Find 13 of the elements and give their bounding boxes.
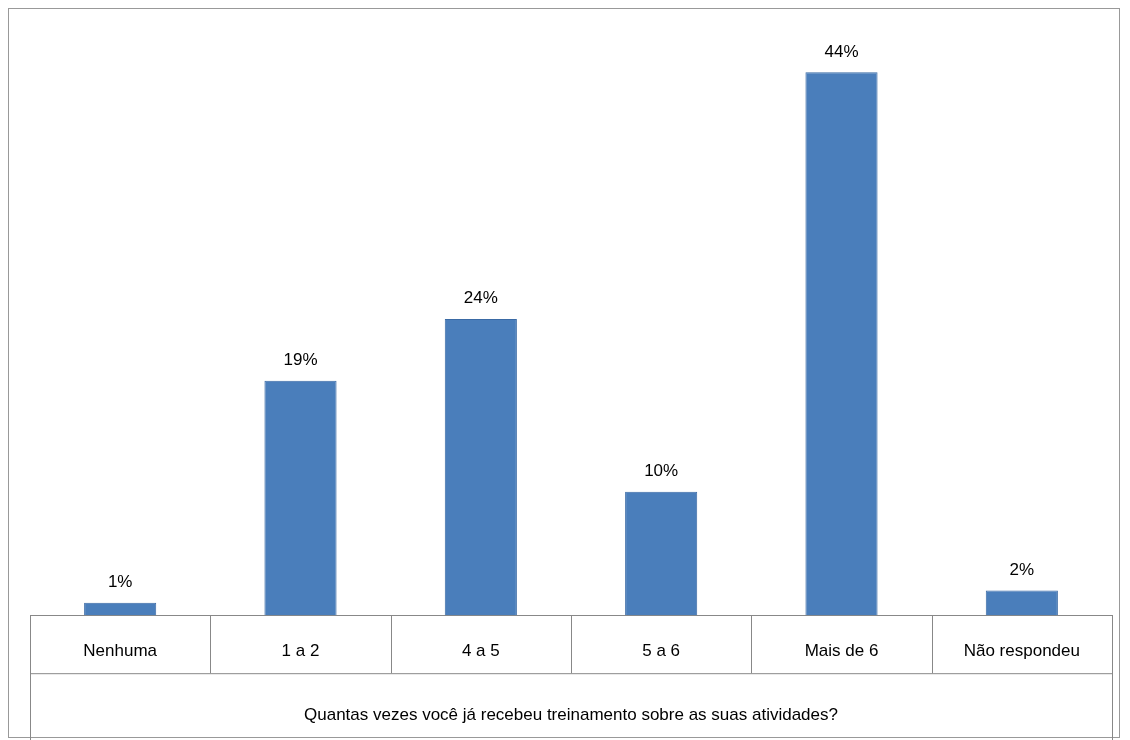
data-label: 10% bbox=[644, 461, 679, 481]
data-label: 44% bbox=[824, 41, 859, 61]
data-label: 1% bbox=[107, 572, 133, 592]
x-tick-label: Mais de 6 bbox=[804, 641, 879, 661]
data-label: 2% bbox=[1009, 559, 1035, 579]
data-label: 24% bbox=[463, 288, 498, 308]
x-tick-label: 1 a 2 bbox=[281, 641, 320, 661]
x-axis-title: Quantas vezes você já recebeu treinamento sobre as suas atividades? bbox=[304, 705, 838, 725]
x-tick-label: 4 a 5 bbox=[461, 641, 500, 661]
x-tick-label: Nenhuma bbox=[83, 641, 158, 661]
x-tick-label: Não respondeu bbox=[963, 641, 1080, 661]
data-label: 19% bbox=[283, 349, 318, 369]
x-tick-label: 5 a 6 bbox=[642, 641, 681, 661]
